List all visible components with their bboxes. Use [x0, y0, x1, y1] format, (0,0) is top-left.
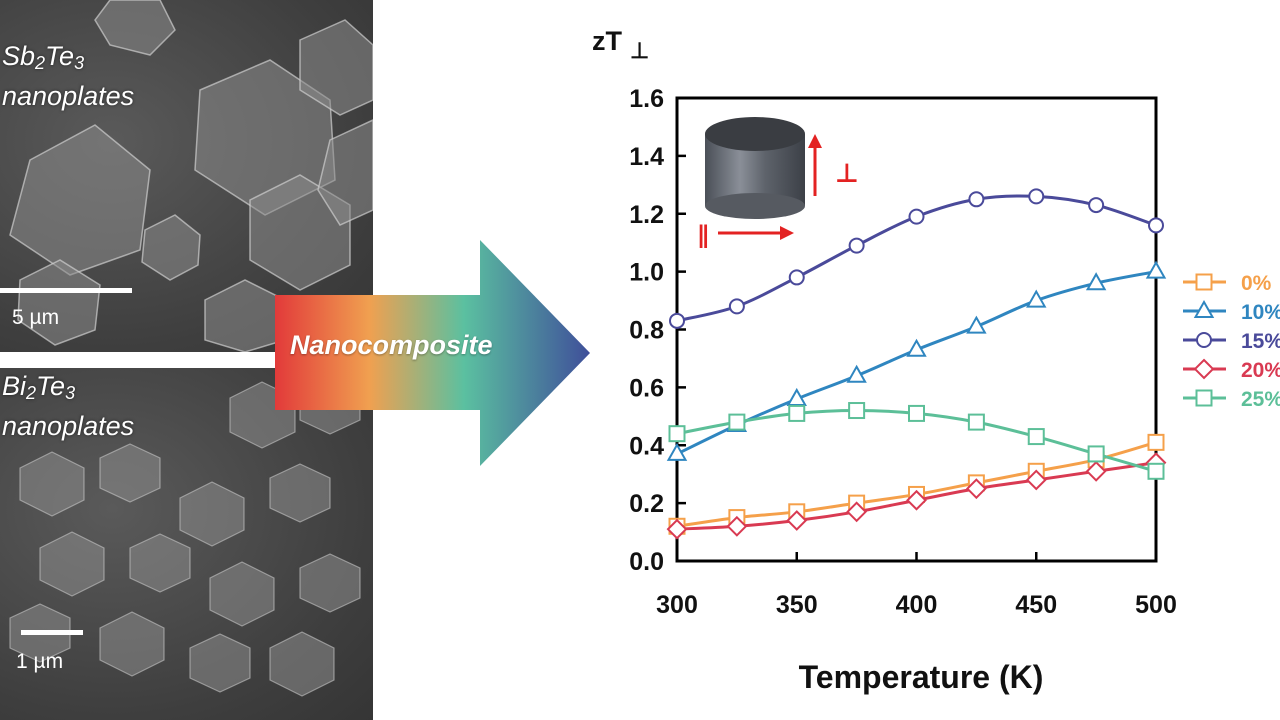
y-tick-label: 0.2	[629, 490, 664, 518]
data-point-series-3	[1085, 460, 1107, 482]
data-point-series-3	[666, 518, 688, 540]
y-tick-label: 0.6	[629, 374, 664, 402]
sem-image-bi2te3: Bi2Te3 nanoplates 1 µm	[0, 368, 373, 720]
x-tick-label: 450	[1015, 591, 1057, 619]
data-point-series-4	[967, 413, 985, 431]
legend-marker	[1196, 332, 1212, 348]
scale-bar-bottom	[21, 630, 83, 635]
data-point-series-4	[908, 404, 925, 422]
data-point-series-4	[1027, 428, 1045, 446]
data-point-series-2	[1088, 197, 1105, 214]
sem-plates-bottom	[9, 372, 361, 697]
data-point-series-1	[966, 315, 987, 334]
data-point-series-2	[1148, 217, 1164, 234]
data-point-series-2	[669, 312, 685, 329]
data-point-series-2	[788, 269, 805, 286]
data-point-series-4	[1147, 462, 1165, 480]
perp-arrow-head	[808, 134, 822, 148]
sem-top-label: Sb2Te3 nanoplates	[2, 40, 134, 113]
legend-marker	[1193, 299, 1215, 318]
data-point-series-4	[1087, 445, 1105, 463]
y-tick-label: 0.0	[629, 548, 664, 576]
y-tick-label: 0.4	[629, 432, 664, 460]
data-point-series-4	[728, 413, 746, 431]
data-point-series-2	[1028, 188, 1045, 205]
data-point-series-3	[786, 510, 808, 531]
y-tick-label: 1.2	[629, 201, 664, 229]
legend-marker	[1195, 273, 1213, 291]
x-tick-label: 400	[896, 591, 938, 619]
sem-bottom-nanoplates: nanoplates	[2, 411, 135, 441]
x-tick-label: 350	[776, 591, 818, 619]
y-tick-label: 1.6	[629, 85, 664, 113]
y-tick-label: 0.8	[629, 317, 664, 345]
data-point-series-2	[728, 298, 745, 315]
sem-bottom-label: Bi2Te3 nanoplates	[2, 370, 134, 443]
data-point-series-4	[788, 404, 806, 422]
legend-label: 10%	[1241, 301, 1280, 324]
data-point-series-2	[848, 237, 865, 254]
data-point-series-1	[666, 442, 688, 461]
pellet-top	[705, 117, 805, 151]
data-point-series-1	[906, 338, 927, 357]
legend-label: 25%	[1241, 388, 1280, 411]
legend-label: 20%	[1241, 359, 1280, 382]
x-tick-label: 500	[1135, 591, 1177, 619]
legend-label: 15%	[1241, 330, 1280, 353]
legend-marker	[1193, 358, 1215, 380]
series-line-1	[676, 270, 1157, 456]
perp-symbol: ⊥	[835, 159, 859, 189]
y-axis-label: zT	[592, 26, 623, 56]
data-point-series-3	[846, 501, 868, 523]
scale-text-bottom: 1 µm	[16, 650, 64, 673]
legend-label: 0%	[1241, 272, 1272, 295]
sem-top-formula: Sb2Te3	[2, 41, 85, 73]
x-axis-label: Temperature (K)	[799, 659, 1044, 695]
sem-plates-top	[9, 0, 373, 352]
data-point-series-3	[906, 489, 927, 511]
inset-arrows	[718, 134, 822, 240]
data-point-series-3	[726, 515, 748, 537]
plot-area: 0.0 0.2 0.4 0.6 0.8 1.0 1.2 1.4 1.6 300 350 400 450 5…	[629, 85, 1177, 619]
sem-top-nanoplates: nanoplates	[2, 81, 135, 111]
x-tick-label: 300	[656, 591, 698, 619]
data-point-series-1	[846, 364, 867, 383]
data-point-series-3	[1025, 469, 1047, 491]
y-tick-label: 1.4	[629, 143, 664, 171]
pellet-bottom	[705, 193, 805, 219]
inset-pellet-photo	[705, 117, 805, 219]
sem-image-sb2te3: Sb2Te3 nanoplates 5 µm	[0, 0, 373, 352]
data-point-series-0	[1147, 433, 1165, 451]
series-line-0	[676, 440, 1157, 528]
nanocomposite-arrow: Nanocomposite	[272, 238, 590, 468]
data-point-series-3	[965, 478, 987, 500]
arrow-label: Nanocomposite	[290, 330, 493, 360]
data-point-series-1	[1026, 289, 1047, 308]
arrow-shape	[275, 240, 590, 466]
legend: 0% 10% 15% 20% 25%	[1183, 272, 1280, 411]
sem-bottom-formula: Bi2Te3	[2, 371, 76, 403]
parallel-symbol: ∥	[697, 221, 709, 249]
scale-bar-top	[0, 288, 132, 293]
data-point-series-2	[968, 191, 985, 208]
parallel-arrow-head	[780, 226, 794, 240]
data-point-series-1	[1145, 260, 1167, 279]
legend-marker	[1195, 389, 1213, 407]
y-axis-label-subscript: ⊥	[630, 38, 649, 63]
y-tick-label: 1.0	[629, 259, 664, 287]
data-point-series-4	[668, 425, 686, 443]
data-point-series-1	[1085, 272, 1107, 291]
data-point-series-2	[908, 208, 925, 225]
data-point-series-4	[848, 402, 866, 420]
scale-text-top: 5 µm	[12, 306, 60, 329]
